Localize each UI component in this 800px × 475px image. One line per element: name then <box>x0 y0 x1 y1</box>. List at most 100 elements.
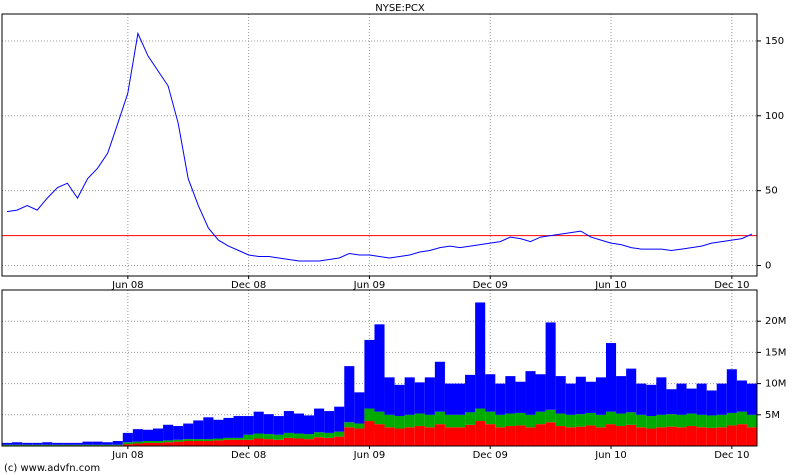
volume-bar <box>595 414 606 428</box>
volume-bar <box>122 432 133 443</box>
volume-bar <box>42 442 53 445</box>
volume-bar <box>213 419 224 439</box>
volume-bar <box>404 414 415 428</box>
volume-bar <box>193 439 204 442</box>
volume-bar <box>696 427 707 446</box>
volume-bar <box>52 444 63 446</box>
volume-bar <box>253 411 264 434</box>
volume-bar <box>324 432 335 438</box>
x-tick-label: Dec 10 <box>714 280 749 291</box>
volume-bar <box>173 426 184 440</box>
volume-bar <box>153 428 164 442</box>
y-tick-label: 10M <box>765 379 786 390</box>
volume-bar <box>253 433 264 439</box>
volume-bar <box>455 427 466 446</box>
volume-bar <box>555 376 566 414</box>
volume-bar <box>485 374 496 412</box>
volume-bar <box>746 427 757 446</box>
volume-bar <box>183 439 194 442</box>
volume-bar <box>666 414 677 427</box>
volume-bar <box>223 437 234 440</box>
volume-bar <box>304 439 315 446</box>
volume-bar <box>203 439 214 442</box>
volume-bar <box>334 406 345 432</box>
volume-bar <box>414 382 425 414</box>
volume-bar <box>243 439 254 446</box>
volume-bar <box>243 434 254 440</box>
volume-bar <box>173 439 184 442</box>
volume-bar <box>676 383 687 415</box>
volume-bar <box>344 366 355 423</box>
volume-bar <box>163 424 174 441</box>
volume-bar <box>2 444 13 446</box>
volume-bar <box>102 442 113 445</box>
y-tick-label: 15M <box>765 347 786 358</box>
volume-bar <box>404 377 415 415</box>
volume-bar <box>434 361 445 412</box>
x-tick-label: Jun 10 <box>594 450 627 461</box>
volume-bar <box>455 414 466 428</box>
volume-bar <box>555 413 566 427</box>
volume-bar <box>32 442 43 445</box>
volume-bar <box>626 412 637 425</box>
volume-bar <box>334 436 345 446</box>
volume-bar <box>746 414 757 428</box>
volume-bar <box>2 442 13 445</box>
volume-bar <box>606 411 617 425</box>
volume-bar <box>122 442 133 445</box>
volume-bar <box>223 417 234 438</box>
x-tick-label: Jun 09 <box>353 450 386 461</box>
volume-bar <box>746 383 757 415</box>
volume-bar <box>656 414 667 428</box>
volume-bar <box>354 423 365 429</box>
volume-bar <box>706 415 717 428</box>
volume-bar <box>535 374 546 412</box>
volume-bar <box>72 442 83 445</box>
volume-bar <box>22 442 33 445</box>
volume-bar <box>112 441 123 445</box>
volume-bar <box>465 374 476 413</box>
volume-bar <box>585 381 596 413</box>
volume-bar <box>716 427 727 446</box>
volume-bar <box>334 431 345 437</box>
volume-bar <box>444 427 455 446</box>
volume-bar <box>374 324 385 412</box>
volume-bar <box>515 381 526 413</box>
volume-bar <box>52 442 63 445</box>
volume-bar <box>233 437 244 440</box>
volume-bar <box>384 427 395 446</box>
volume-bar <box>686 388 697 414</box>
volume-bar <box>616 426 627 446</box>
volume-bar <box>243 416 254 435</box>
volume-bar <box>132 429 143 442</box>
volume-bar <box>676 414 687 428</box>
volume-bar <box>12 444 23 446</box>
volume-bar <box>716 414 727 428</box>
volume-bar <box>424 377 435 415</box>
volume-bar <box>545 422 556 446</box>
volume-bar <box>666 426 677 446</box>
y-tick-label: 50 <box>765 186 778 197</box>
volume-bar <box>213 440 224 446</box>
volume-bar <box>32 444 43 446</box>
volume-bar <box>706 427 717 446</box>
volume-bar <box>324 437 335 446</box>
volume-bar <box>283 411 294 433</box>
volume-bar <box>545 322 556 410</box>
volume-bar <box>283 437 294 446</box>
volume-bar <box>434 424 445 446</box>
x-tick-label: Dec 10 <box>714 450 749 461</box>
price-line <box>6 31 753 262</box>
volume-bar <box>213 438 224 441</box>
volume-bar <box>12 442 23 445</box>
volume-bar <box>646 384 657 417</box>
volume-bar <box>62 442 73 445</box>
volume-bar <box>626 368 637 413</box>
volume-bar <box>465 412 476 425</box>
volume-bar <box>314 408 325 433</box>
volume-bar <box>163 440 174 443</box>
volume-bar <box>495 414 506 428</box>
volume-bar <box>686 413 697 427</box>
volume-bar <box>273 434 284 440</box>
volume-bar <box>444 383 455 415</box>
